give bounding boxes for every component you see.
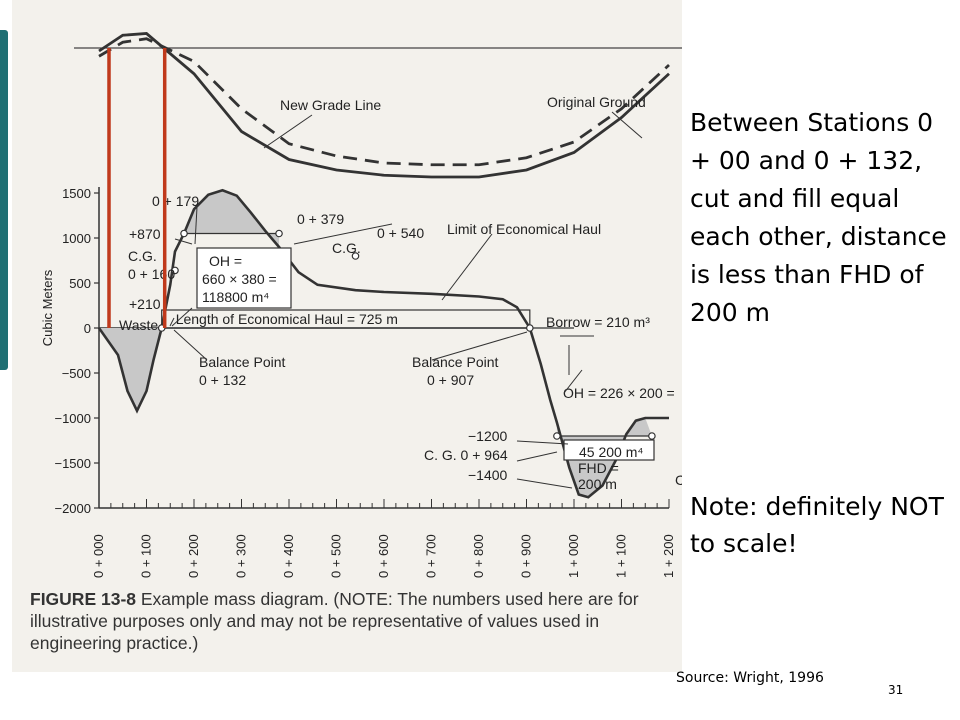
new-grade-leader <box>263 114 313 149</box>
leader-line <box>194 206 198 245</box>
leader-line <box>293 223 393 245</box>
curve-point <box>275 229 283 238</box>
economical-haul-bar <box>161 309 531 329</box>
x-tick-label: 0 + 400 <box>281 534 296 578</box>
annotation-label: 200 m <box>578 476 617 492</box>
leader-line <box>431 331 528 361</box>
annotation-label: Limit of Economical Haul <box>447 221 601 237</box>
annotation-label: 0 + 379 <box>297 211 344 227</box>
annotation-label: 45 200 m⁴ <box>579 444 643 460</box>
page-number: 31 <box>888 683 904 697</box>
annotation-label: Balance Point <box>199 354 286 370</box>
annotation-label: 0 + 179 <box>152 193 199 209</box>
original-ground-line <box>98 37 670 167</box>
x-tick-label: 0 + 100 <box>139 534 154 578</box>
x-tick-label: 0 + 300 <box>234 534 249 578</box>
curve-point <box>553 432 561 440</box>
source-credit: Source: Wright, 1996 <box>676 670 824 686</box>
note-main: Between Stations 0 + 00 and 0 + 132, cut… <box>690 108 947 327</box>
y-tick-label: 500 <box>69 276 91 291</box>
x-tick-label: 0 + 500 <box>329 534 344 578</box>
new-grade-line <box>98 32 670 179</box>
new-grade-line-label: New Grade Line <box>280 97 381 113</box>
annotation-label: 660 × 380 = <box>202 271 277 287</box>
y-tick-label: −500 <box>62 366 91 381</box>
x-tick-label: 1 + 200 <box>661 534 676 578</box>
x-tick-label: 1 + 000 <box>566 534 581 578</box>
leader-line <box>169 317 175 327</box>
x-tick-label: 0 + 000 <box>91 534 106 578</box>
curve-point <box>648 432 656 440</box>
y-tick-label: 0 <box>84 321 91 336</box>
annotation-label: +210 <box>129 296 161 312</box>
x-tick-label: 0 + 900 <box>519 534 534 578</box>
annotation-label: OH = 226 × 200 = <box>563 385 675 401</box>
annotation-label: C.G. <box>332 240 361 256</box>
x-tick-label: 0 + 200 <box>186 534 201 578</box>
note-scale: Note: definitely NOT to scale! <box>690 492 944 558</box>
y-tick-label: 1500 <box>62 186 91 201</box>
x-tick-label: 0 + 700 <box>424 534 439 578</box>
curve-point <box>171 266 179 275</box>
curve-point <box>526 324 534 332</box>
leader-line <box>441 233 493 301</box>
original-ground-label: Original Ground <box>547 94 646 110</box>
economical-haul-label: Length of Economical Haul = 725 m <box>176 311 398 327</box>
mass-diagram-figure: New Grade Line Original Ground 1500 1000 500… <box>40 32 682 578</box>
annotation-label: C. <box>675 472 682 488</box>
annotation-label: −1400 <box>468 467 508 483</box>
annotation-label: Balance Point <box>412 354 499 370</box>
y-tick-label: 1000 <box>62 231 91 246</box>
x-tick-label: 0 + 600 <box>376 534 391 578</box>
annotation-label: +870 <box>129 226 161 242</box>
annotation-label: FHD = <box>578 460 619 476</box>
x-tick-label: 1 + 100 <box>614 534 629 578</box>
leader-line <box>173 329 208 361</box>
shade-overhaul-region <box>184 190 280 247</box>
annotation-label: 0 + 160 <box>128 266 175 282</box>
leader-line <box>563 369 583 394</box>
leader-line <box>516 478 573 489</box>
annotation-label: C.G. <box>128 248 157 264</box>
original-ground-leader <box>611 111 643 139</box>
leader-line <box>171 307 193 327</box>
figure-caption-text: Example mass diagram. (NOTE: The numbers… <box>30 589 639 653</box>
leader-line <box>516 451 558 462</box>
annotation-label: Waste <box>119 317 158 333</box>
x-tick-label: 0 + 800 <box>471 534 486 578</box>
y-tick-label: −1000 <box>54 411 91 426</box>
overhaul-box <box>196 247 292 309</box>
y-tick-label: −2000 <box>54 501 91 516</box>
figure-caption: FIGURE 13-8 Example mass diagram. (NOTE:… <box>30 588 682 654</box>
figure-caption-label: FIGURE 13-8 <box>30 589 136 609</box>
annotation-label: Borrow = 210 m³ <box>546 314 650 330</box>
leader-line <box>516 440 569 445</box>
curve-point <box>180 229 188 238</box>
accent-bar <box>0 30 8 370</box>
annotation-label: OH = <box>209 253 242 269</box>
y-axis-label: Cubic Meters <box>40 269 55 346</box>
fhd-box <box>563 439 655 461</box>
leader-line <box>174 238 193 245</box>
y-tick-label: −1500 <box>54 456 91 471</box>
curve-point <box>351 252 360 260</box>
annotation-label: 0 + 540 <box>377 225 424 241</box>
annotation-label: C. G. 0 + 964 <box>424 447 508 463</box>
annotation-label: 118800 m⁴ <box>202 289 269 305</box>
figure-panel: New Grade Line Original Ground 1500 1000 500… <box>12 0 682 672</box>
annotation-label: 0 + 132 <box>199 372 246 388</box>
annotation-label: 0 + 907 <box>427 372 474 388</box>
annotation-label: −1200 <box>468 428 508 444</box>
